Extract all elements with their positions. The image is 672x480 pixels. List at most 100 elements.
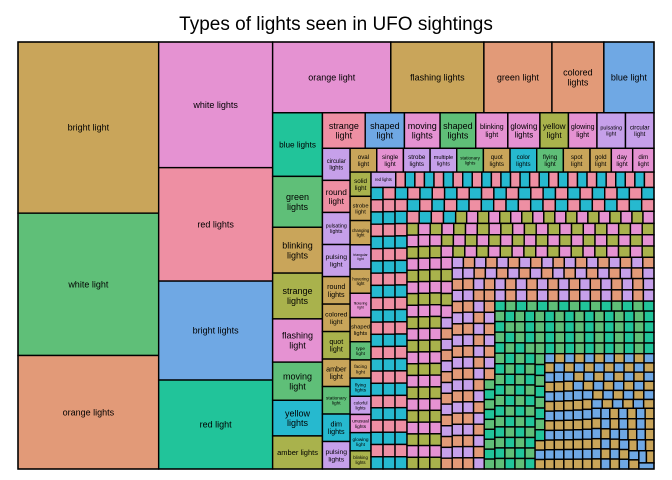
treemap-tile (582, 222, 596, 236)
treemap-tile (643, 342, 655, 355)
treemap-tile (617, 407, 629, 420)
tile-label: triangular light (353, 253, 368, 261)
treemap-tile (591, 198, 606, 213)
treemap-tile (507, 112, 541, 150)
treemap-tile (624, 171, 636, 189)
treemap-tile (534, 429, 546, 442)
treemap-tile (504, 447, 516, 460)
treemap-tile (573, 321, 586, 334)
tile-label: pulsing lights (326, 449, 348, 463)
treemap-tile (271, 112, 324, 178)
treemap-tile (525, 277, 538, 291)
treemap-tile (579, 186, 594, 201)
treemap-tile (589, 277, 602, 291)
treemap-tile (462, 256, 476, 269)
treemap-tile (600, 407, 611, 420)
treemap-tile (417, 351, 431, 365)
treemap-tile (452, 245, 466, 259)
treemap-tile (554, 331, 566, 344)
treemap-tile (621, 277, 634, 291)
tile-label: yellow light (543, 122, 566, 140)
treemap-tile (640, 186, 655, 201)
treemap-tile (382, 358, 396, 372)
treemap-tile (603, 41, 655, 114)
treemap-tile (535, 234, 549, 247)
tile-label: multiple lights (434, 155, 454, 167)
treemap-tile (511, 245, 525, 259)
treemap-tile (507, 267, 520, 280)
treemap-tile (618, 428, 629, 441)
treemap-tile (579, 289, 592, 302)
treemap-tile (370, 321, 384, 336)
treemap-tile (620, 210, 633, 225)
tile-label: flashing lights (410, 73, 465, 83)
treemap-tile (406, 281, 420, 295)
treemap-tile (629, 234, 643, 247)
tile-label: round lights (327, 283, 345, 299)
treemap-tile (494, 341, 506, 354)
treemap-tile (504, 310, 516, 323)
treemap-tile (574, 267, 588, 280)
treemap-tile (604, 186, 618, 201)
tile-label: strange light (329, 121, 359, 141)
treemap-tile (423, 171, 435, 189)
treemap-tile (271, 41, 392, 114)
treemap-tile (483, 289, 496, 302)
treemap-tile (440, 327, 453, 340)
treemap-tile (462, 445, 475, 459)
treemap-tile (511, 234, 525, 247)
treemap-tile (394, 456, 408, 470)
treemap-tile (581, 398, 593, 411)
treemap-tile (534, 374, 546, 387)
treemap-tile (504, 300, 517, 312)
treemap-tile (644, 439, 655, 452)
treemap-tile (559, 222, 573, 236)
treemap-tile (631, 210, 644, 225)
treemap-tile (494, 277, 507, 291)
treemap-tile (504, 415, 516, 428)
treemap-tile (534, 342, 546, 355)
treemap-tile (495, 267, 509, 280)
treemap-tile (593, 331, 606, 344)
treemap-tile (504, 373, 516, 386)
tile-label: strange lights (283, 286, 313, 306)
treemap-tile (524, 394, 536, 407)
treemap-tile (440, 435, 453, 449)
treemap-tile (370, 247, 384, 262)
treemap-tile (499, 234, 514, 247)
treemap-tile (544, 381, 556, 393)
treemap-tile (451, 323, 464, 336)
treemap-tile (472, 289, 485, 302)
treemap-tile (602, 389, 614, 401)
treemap-tile (628, 459, 640, 470)
treemap-tile (509, 171, 521, 189)
treemap-tile (453, 222, 467, 236)
treemap-tile (394, 210, 408, 225)
treemap-tile (641, 222, 655, 236)
treemap-tile (472, 333, 485, 347)
treemap-tile (417, 433, 431, 447)
treemap-tile (553, 448, 565, 461)
treemap-tile (505, 198, 520, 213)
treemap-tile (558, 245, 572, 259)
treemap-tile (538, 171, 550, 189)
treemap-tile (572, 389, 584, 401)
treemap-tile (451, 289, 464, 303)
treemap-tile (417, 280, 431, 294)
treemap-tile (504, 321, 516, 333)
treemap-tile (517, 198, 532, 213)
treemap-tile (563, 390, 574, 402)
treemap-tile (417, 456, 431, 470)
treemap-tile (440, 414, 453, 427)
treemap-tile (417, 222, 431, 236)
treemap-tile (551, 41, 605, 114)
treemap-tile (623, 362, 635, 373)
treemap-tile (271, 361, 324, 402)
treemap-tile (462, 345, 475, 358)
treemap-tile (514, 363, 526, 376)
treemap-tile (610, 289, 623, 302)
treemap-tile (633, 310, 645, 323)
treemap-tile (429, 374, 442, 388)
treemap-tile (573, 362, 585, 373)
treemap-tile (394, 235, 408, 249)
